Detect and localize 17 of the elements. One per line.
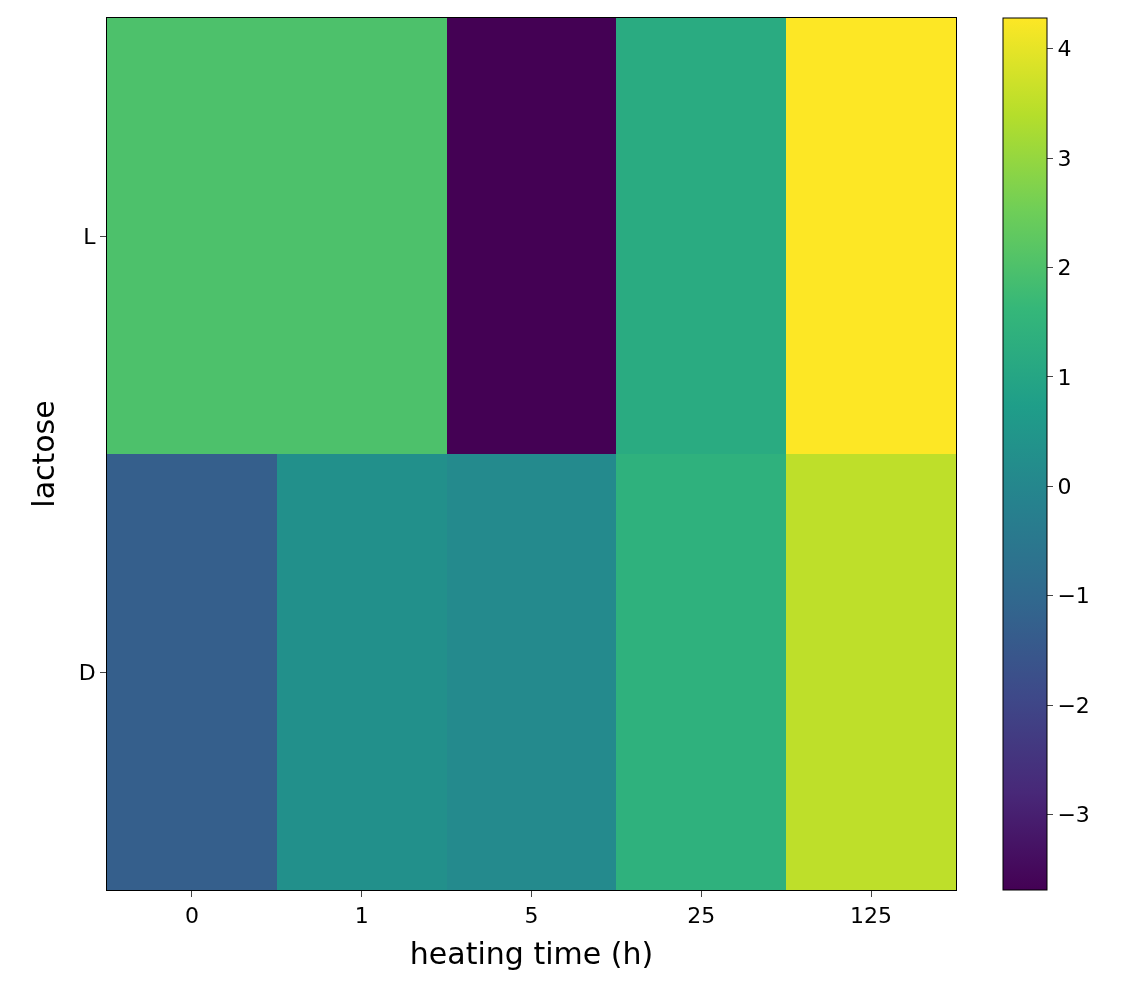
y-axis-title: lactose	[25, 400, 61, 508]
x-tick-label: 125	[850, 903, 893, 929]
x-axis-title: heating time (h)	[409, 935, 654, 971]
color-bar-label: −3	[1057, 802, 1090, 828]
color-bar-label: 1	[1057, 364, 1072, 390]
x-tick-label: 25	[687, 903, 716, 929]
x-tick-label: 5	[524, 903, 539, 929]
x-tick-label: 0	[184, 903, 199, 929]
x-tick-label: 1	[354, 903, 369, 929]
color-bar-label: 3	[1057, 145, 1072, 171]
color-bar-label: −1	[1057, 583, 1090, 609]
color-bar-label: −2	[1057, 692, 1090, 718]
y-tick-label: D	[78, 659, 96, 685]
color-bar-label: 0	[1057, 473, 1072, 499]
color-bar-label: 2	[1057, 255, 1072, 281]
y-tick-label: L	[83, 223, 97, 249]
color-bar-label: 4	[1057, 36, 1072, 62]
